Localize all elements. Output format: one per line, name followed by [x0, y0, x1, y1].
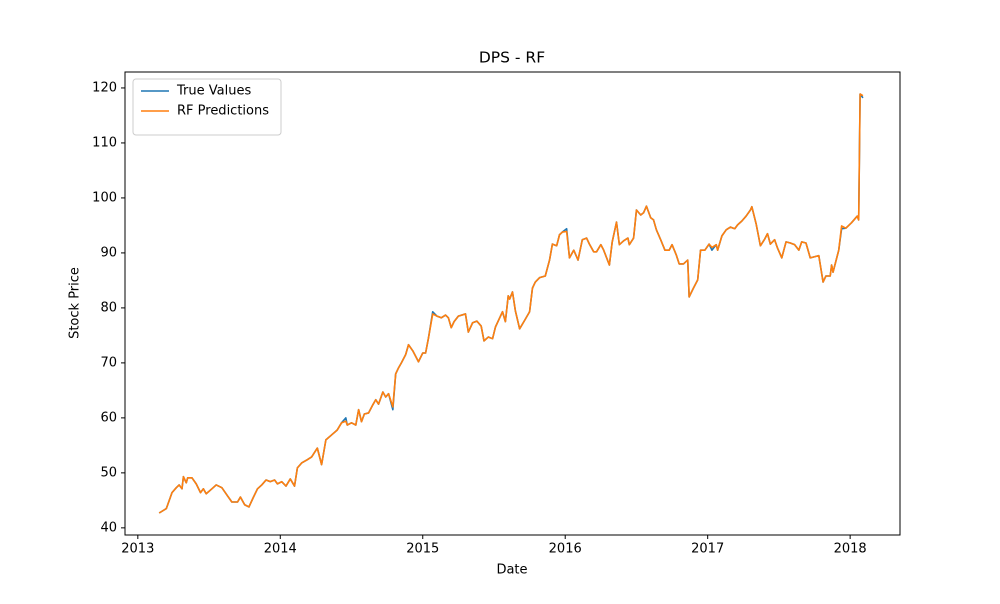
y-tick-label: 100	[92, 190, 117, 205]
legend-label: True Values	[176, 84, 251, 99]
x-tick-label: 2013	[121, 542, 154, 557]
legend: True Values RF Predictions	[132, 78, 282, 136]
y-tick-label: 70	[100, 355, 117, 370]
x-axis-label: Date	[496, 563, 527, 578]
legend-label: RF Predictions	[177, 104, 269, 119]
x-tick-label: 2017	[691, 542, 724, 557]
x-tick-label: 2014	[264, 542, 297, 557]
x-tick-label: 2018	[834, 542, 867, 557]
y-tick-label: 50	[100, 465, 117, 480]
y-axis-label: Stock Price	[68, 267, 83, 339]
data-line	[158, 93, 864, 514]
y-tick-label: 110	[92, 135, 117, 150]
legend-box	[132, 78, 282, 136]
x-tick-label: 2016	[549, 542, 582, 557]
x-tick-label: 2015	[406, 542, 439, 557]
y-tick-label: 60	[100, 410, 117, 425]
y-tick-label: 80	[100, 300, 117, 315]
y-tick-label: 40	[100, 520, 117, 535]
chart-title: DPS - RF	[479, 49, 545, 67]
y-tick-label: 90	[100, 245, 117, 260]
plot-frame	[124, 71, 901, 536]
y-tick-label: 120	[92, 80, 117, 95]
